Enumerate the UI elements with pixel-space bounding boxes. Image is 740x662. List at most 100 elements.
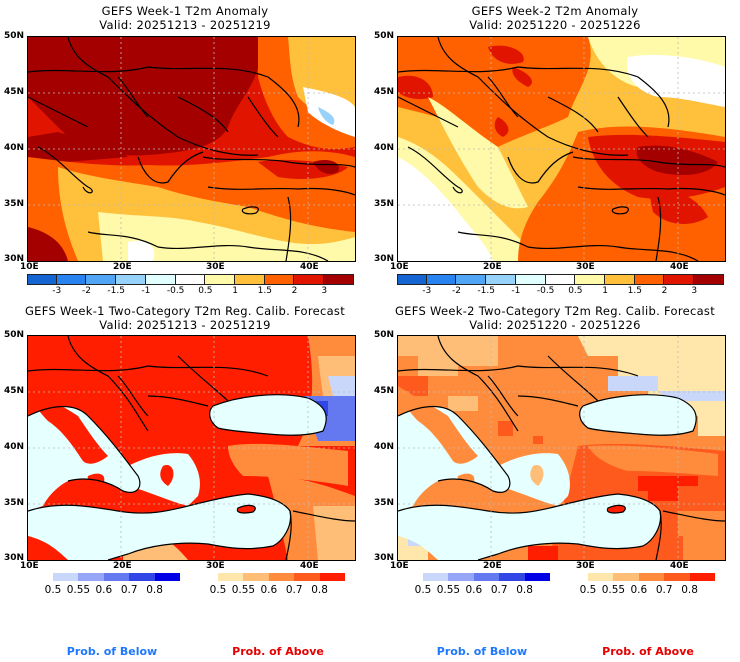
colorbar-swatch xyxy=(545,274,576,285)
colorbar-tick-label: 0.5 xyxy=(579,584,597,596)
colorbar-swatch xyxy=(129,573,155,581)
lon-label: 10E xyxy=(20,262,39,272)
above-probability-colorbar xyxy=(218,573,345,581)
colorbar-tick-label: 0.5 xyxy=(414,584,432,596)
colorbar-tick-label: -2 xyxy=(81,286,91,296)
lon-label: 20E xyxy=(483,262,502,272)
prob-below-label: Prob. of Below xyxy=(66,645,158,658)
colorbar-tick-label: 2 xyxy=(661,286,668,296)
colorbar-swatch xyxy=(397,274,427,285)
colorbar-swatch xyxy=(205,274,236,285)
colorbar-tick-label: -1.5 xyxy=(477,286,495,296)
colorbar-tick-label: 0.5 xyxy=(44,584,62,596)
colorbar-tick-label: -0.5 xyxy=(166,286,185,296)
colorbar-swatch xyxy=(426,274,457,285)
panel-title: GEFS Week-2 Two-Category T2m Reg. Calib.… xyxy=(394,304,716,318)
colorbar-tick-label: 0.8 xyxy=(311,584,328,596)
colorbar-swatch xyxy=(319,573,345,581)
colorbar-swatch xyxy=(588,573,614,581)
colorbar-swatch xyxy=(448,573,474,581)
colorbar-swatch xyxy=(294,573,320,581)
colorbar-tick-label: -1 xyxy=(141,286,151,296)
anomaly-colorbar xyxy=(397,274,724,285)
panel-week1-anomaly: GEFS Week-1 T2m Anomaly Valid: 20251213 … xyxy=(0,0,370,300)
panel-week1-probability: GEFS Week-1 Two-Category T2m Reg. Calib.… xyxy=(0,300,370,662)
lon-label: 10E xyxy=(390,262,409,272)
colorbar-swatch xyxy=(613,573,639,581)
lat-label: 35N xyxy=(3,199,24,209)
colorbar-swatch xyxy=(515,274,546,285)
lon-label: 20E xyxy=(113,561,132,571)
colorbar-swatch xyxy=(524,573,550,581)
colorbar-swatch xyxy=(264,274,295,285)
lon-label: 40E xyxy=(670,262,689,272)
lon-label: 40E xyxy=(300,561,319,571)
lat-label: 30N xyxy=(373,553,394,563)
colorbar-swatch xyxy=(175,274,206,285)
map-week2-probability xyxy=(397,335,726,561)
lon-label: 20E xyxy=(483,561,502,571)
colorbar-swatch xyxy=(154,573,180,581)
colorbar-tick-label: 1 xyxy=(602,286,608,296)
colorbar-swatch xyxy=(499,573,525,581)
colorbar-tick-label: 0.7 xyxy=(120,584,138,596)
lat-label: 40N xyxy=(3,442,24,452)
colorbar-swatch xyxy=(423,573,449,581)
lat-label: 45N xyxy=(3,87,24,97)
colorbar-swatch xyxy=(575,274,606,285)
lat-label: 30N xyxy=(3,254,24,264)
colorbar-swatch xyxy=(27,274,57,285)
colorbar-tick-label: 0.8 xyxy=(681,584,698,596)
colorbar-swatch xyxy=(235,274,265,285)
lat-label: 30N xyxy=(373,254,394,264)
colorbar-tick-label: 0.55 xyxy=(66,584,91,596)
colorbar-swatch xyxy=(689,573,715,581)
above-colorbar-labels: 0.5 0.55 0.6 0.7 0.8 xyxy=(580,584,715,596)
colorbar-tick-label: -3 xyxy=(52,286,62,296)
colorbar-tick-label: 0.6 xyxy=(95,584,113,596)
colorbar-swatch xyxy=(294,274,325,285)
panel-valid-dates: Valid: 20251213 - 20251219 xyxy=(99,18,271,32)
colorbar-tick-label: 0.6 xyxy=(630,584,648,596)
prob-above-label: Prob. of Above xyxy=(602,645,694,658)
colorbar-tick-label: 0.6 xyxy=(260,584,278,596)
colorbar-swatch xyxy=(243,573,269,581)
colorbar-tick-label: 0.7 xyxy=(285,584,303,596)
lat-label: 50N xyxy=(3,330,24,340)
colorbar-tick-label: 1.5 xyxy=(627,286,642,296)
lat-label: 45N xyxy=(373,386,394,396)
colorbar-swatch xyxy=(605,274,635,285)
colorbar-tick-label: 0.5 xyxy=(209,584,227,596)
colorbar-tick-label: 0.8 xyxy=(516,584,533,596)
below-colorbar-labels: 0.5 0.55 0.6 0.7 0.8 xyxy=(45,584,180,596)
colorbar-tick-label: 2 xyxy=(291,286,298,296)
map-week1-anomaly xyxy=(27,36,356,262)
colorbar-tick-label: 0.7 xyxy=(655,584,673,596)
colorbar-tick-label: 0.5 xyxy=(198,286,213,296)
colorbar-tick-label: 0.5 xyxy=(568,286,583,296)
colorbar-tick-label: 1 xyxy=(232,286,238,296)
lon-label: 40E xyxy=(670,561,689,571)
colorbar-tick-label: 0.7 xyxy=(490,584,508,596)
lat-label: 35N xyxy=(373,498,394,508)
lon-label: 30E xyxy=(206,561,225,571)
below-colorbar-labels: 0.5 0.55 0.6 0.7 0.8 xyxy=(415,584,550,596)
colorbar-tick-label: 0.55 xyxy=(601,584,626,596)
colorbar-swatch xyxy=(664,274,695,285)
lat-label: 50N xyxy=(373,330,394,340)
colorbar-swatch xyxy=(638,573,665,581)
panel-valid-dates: Valid: 20251220 - 20251226 xyxy=(469,318,641,332)
above-probability-colorbar xyxy=(588,573,715,581)
lon-label: 30E xyxy=(206,262,225,272)
lat-label: 30N xyxy=(3,553,24,563)
panel-title: GEFS Week-2 T2m Anomaly xyxy=(471,4,639,18)
panel-week2-anomaly: GEFS Week-2 T2m Anomaly Valid: 20251220 … xyxy=(370,0,740,300)
below-probability-colorbar xyxy=(423,573,550,581)
lat-label: 50N xyxy=(3,31,24,41)
colorbar-swatch xyxy=(145,274,176,285)
colorbar-tick-label: -3 xyxy=(422,286,432,296)
colorbar-swatch xyxy=(56,274,87,285)
colorbar-tick-label: -0.5 xyxy=(536,286,555,296)
lat-label: 40N xyxy=(373,143,394,153)
colorbar-swatch xyxy=(218,573,244,581)
